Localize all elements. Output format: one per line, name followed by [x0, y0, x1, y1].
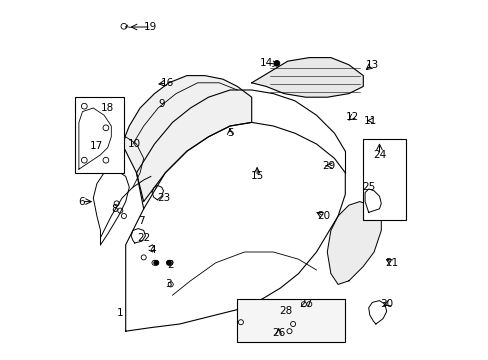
- Text: 27: 27: [299, 299, 312, 309]
- Bar: [237, 299, 345, 342]
- Text: 26: 26: [271, 328, 285, 338]
- Bar: [75, 97, 123, 173]
- Text: 13: 13: [365, 60, 378, 70]
- Text: 23: 23: [157, 193, 170, 203]
- Text: 2: 2: [167, 260, 174, 270]
- Text: 4: 4: [149, 245, 156, 255]
- Text: 24: 24: [372, 150, 386, 160]
- Text: 8: 8: [111, 204, 118, 214]
- Circle shape: [153, 260, 159, 265]
- Text: 16: 16: [160, 78, 173, 88]
- Text: 12: 12: [345, 112, 358, 122]
- Text: 1: 1: [117, 308, 123, 318]
- Text: 11: 11: [363, 116, 376, 126]
- Polygon shape: [122, 76, 251, 202]
- Text: 17: 17: [89, 141, 102, 151]
- Text: 15: 15: [250, 171, 263, 181]
- Text: 5: 5: [226, 128, 233, 138]
- Polygon shape: [326, 202, 381, 284]
- Circle shape: [273, 60, 279, 66]
- Text: 21: 21: [385, 258, 398, 268]
- Text: 22: 22: [137, 233, 150, 243]
- Text: 29: 29: [322, 161, 335, 171]
- Text: 19: 19: [144, 22, 157, 32]
- Text: 25: 25: [361, 182, 375, 192]
- Circle shape: [166, 260, 171, 265]
- Text: 14: 14: [259, 58, 272, 68]
- Text: 9: 9: [158, 99, 164, 109]
- Text: 6: 6: [78, 197, 85, 207]
- Text: 20: 20: [317, 211, 329, 221]
- Text: 7: 7: [138, 216, 145, 226]
- Text: 28: 28: [279, 306, 292, 316]
- Bar: [363, 139, 406, 220]
- Text: 3: 3: [165, 279, 172, 289]
- Polygon shape: [251, 58, 363, 97]
- Text: 18: 18: [100, 103, 113, 113]
- Text: 30: 30: [379, 299, 392, 309]
- Text: 10: 10: [128, 139, 141, 149]
